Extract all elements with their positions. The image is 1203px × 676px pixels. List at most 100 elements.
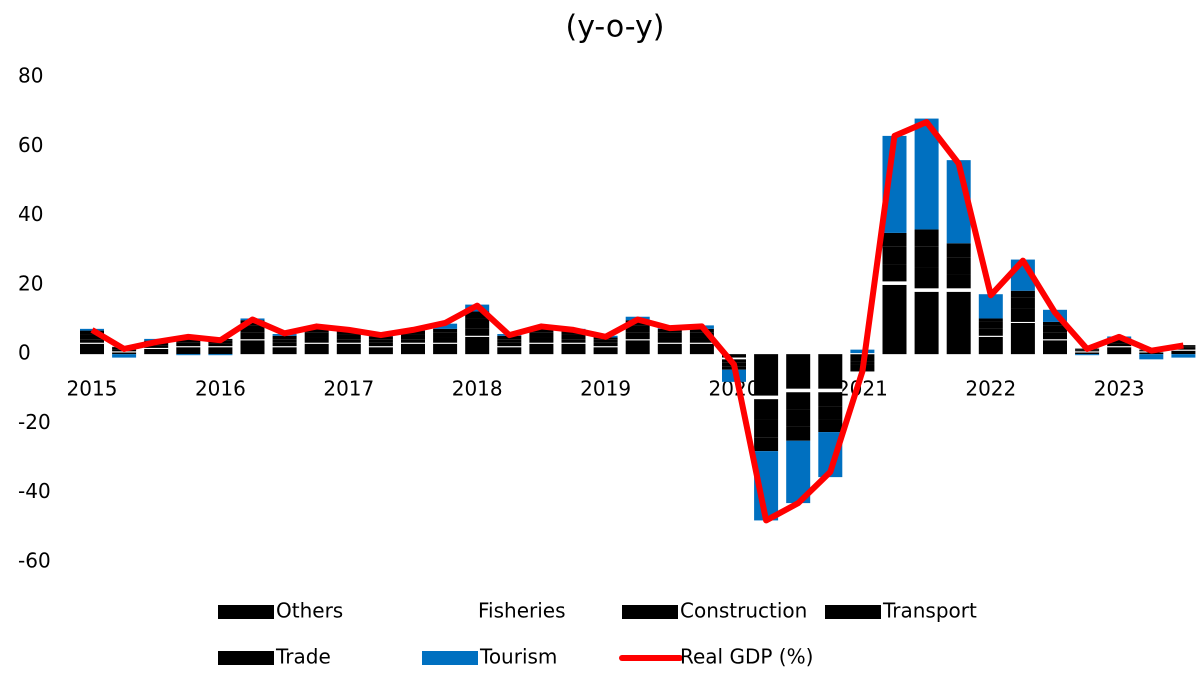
bar-segment <box>337 343 361 344</box>
bar-segment <box>883 233 907 247</box>
bar-segment <box>818 389 842 392</box>
bar-segment <box>883 281 907 284</box>
bar-segment <box>208 346 232 347</box>
bar-segment <box>1043 332 1067 339</box>
legend-label: Others <box>276 599 343 623</box>
bar-segment <box>786 427 810 441</box>
bar-segment <box>305 332 329 337</box>
bar-segment <box>786 354 810 389</box>
bar-segment <box>915 288 939 291</box>
bar-segment <box>562 344 586 354</box>
bar-segment <box>176 343 200 346</box>
x-tick-label: 2018 <box>452 377 503 401</box>
bar-segment <box>176 354 200 355</box>
bar-segment <box>786 410 810 427</box>
bar-segment <box>273 343 297 346</box>
bar-segment <box>208 347 232 354</box>
bar-segment <box>529 332 553 337</box>
legend-label: Real GDP (%) <box>680 645 813 669</box>
y-tick-label: -40 <box>18 479 51 503</box>
bar-segment <box>465 318 489 328</box>
bar-segment <box>883 285 907 354</box>
bar-segment <box>465 336 489 337</box>
bar-segment <box>1107 347 1131 354</box>
bar-segment <box>979 329 1003 336</box>
bar-segment <box>401 334 425 339</box>
bar-segment <box>562 334 586 339</box>
bar-segment <box>818 354 842 389</box>
bar-segment <box>433 332 457 337</box>
bar-segment <box>1011 291 1035 298</box>
legend-swatch <box>622 605 678 619</box>
bar-segment <box>369 347 393 354</box>
bar-segment <box>754 396 778 399</box>
bar-segment <box>1011 298 1035 308</box>
bar-segment <box>1075 352 1099 354</box>
bar-segment <box>562 339 586 342</box>
bar-segment <box>979 322 1003 329</box>
legend-swatch <box>218 651 274 665</box>
bar-segment <box>144 349 168 354</box>
bar-segment <box>979 337 1003 354</box>
bar-segment <box>818 406 842 420</box>
bar-segment <box>626 340 650 354</box>
bar-segment <box>658 332 682 337</box>
y-tick-label: 80 <box>18 64 43 88</box>
bar-segment <box>947 274 971 288</box>
bar-segment <box>305 343 329 344</box>
legend-swatch <box>825 605 881 619</box>
y-tick-label: 60 <box>18 133 43 157</box>
bar-segment <box>433 329 457 332</box>
bar-segment <box>1011 323 1035 354</box>
legend-label: Construction <box>680 599 807 623</box>
bar-segment <box>401 339 425 342</box>
bar-segment <box>305 338 329 343</box>
bar-segment <box>497 339 521 342</box>
bar-segment <box>1011 308 1035 322</box>
bar-segment <box>433 338 457 343</box>
y-tick-label: 0 <box>18 341 31 365</box>
bar-segment <box>369 339 393 342</box>
bar-segment <box>465 329 489 336</box>
x-tick-label: 2015 <box>67 377 118 401</box>
bar-segment <box>369 346 393 347</box>
bar-segment <box>401 344 425 354</box>
legend-label: Tourism <box>479 645 557 669</box>
bar-segment <box>947 292 971 354</box>
x-tick-label: 2022 <box>965 377 1016 401</box>
chart-title: (y-o-y) <box>566 10 665 45</box>
bar-segment <box>176 346 200 347</box>
y-tick-label: -60 <box>18 549 51 573</box>
bar-segment <box>754 420 778 437</box>
bar-segment <box>915 292 939 354</box>
bar-segment <box>594 346 618 347</box>
legend-swatch <box>420 605 476 619</box>
x-tick-label: 2017 <box>323 377 374 401</box>
y-tick-label: 40 <box>18 202 43 226</box>
bar-segment <box>594 347 618 354</box>
bar-segment <box>497 343 521 346</box>
bar-segment <box>465 337 489 354</box>
bar-segment <box>80 343 104 344</box>
bar-segment <box>1043 339 1067 340</box>
bar-segment <box>979 336 1003 337</box>
y-tick-label: -20 <box>18 410 51 434</box>
bar-segment <box>818 420 842 432</box>
bar-segment <box>241 340 265 354</box>
bar-segment <box>947 288 971 291</box>
bar-segment <box>883 247 907 264</box>
bar-segment <box>658 338 682 343</box>
bar-segment <box>497 346 521 347</box>
bar-segment <box>626 332 650 339</box>
bar-segment <box>337 334 361 339</box>
bar-segment <box>497 347 521 354</box>
bar-segment <box>1171 351 1195 354</box>
bar-segment <box>529 343 553 344</box>
bar-segment <box>529 344 553 354</box>
bar-segment <box>915 247 939 268</box>
bar-segment <box>690 344 714 354</box>
bar-segment <box>241 339 265 340</box>
bar-segment <box>144 348 168 349</box>
bar-segment <box>529 338 553 343</box>
bar-segment <box>273 346 297 347</box>
